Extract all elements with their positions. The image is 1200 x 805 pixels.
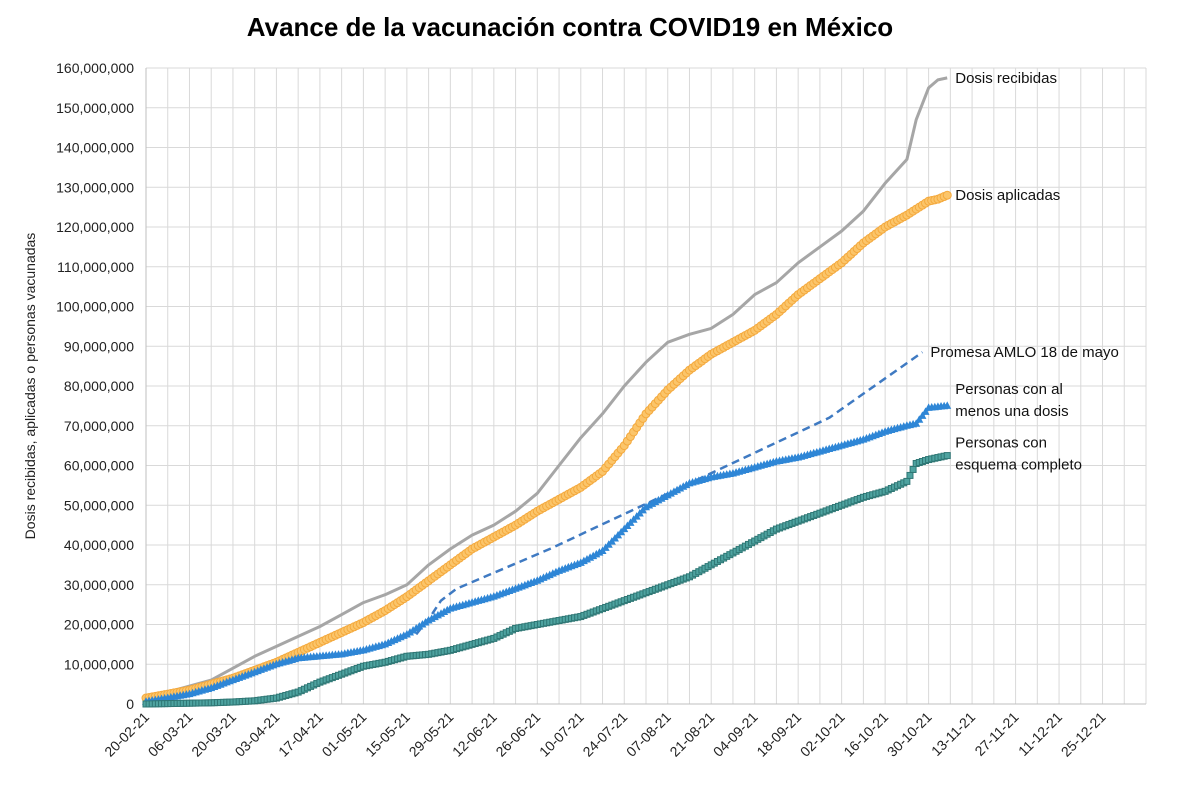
- x-tick-label: 10-07-21: [536, 709, 587, 760]
- series-line: [415, 351, 924, 636]
- series-label: menos una dosis: [955, 403, 1068, 420]
- series-label: Dosis recibidas: [955, 70, 1057, 87]
- x-tick-label: 03-04-21: [232, 709, 283, 760]
- series-label: Personas con: [955, 435, 1047, 452]
- x-tick-label: 02-10-21: [797, 709, 848, 760]
- x-tick-label: 04-09-21: [710, 709, 761, 760]
- y-tick-label: 90,000,000: [64, 338, 134, 354]
- x-tick-label: 25-12-21: [1058, 709, 1109, 760]
- data-point: [943, 452, 951, 460]
- data-point: [421, 618, 430, 626]
- series-label: Dosis aplicadas: [955, 187, 1060, 204]
- series-label: esquema completo: [955, 457, 1082, 474]
- y-tick-label: 40,000,000: [64, 537, 134, 553]
- y-tick-label: 60,000,000: [64, 458, 134, 474]
- x-tick-label: 06-03-21: [145, 709, 196, 760]
- chart-title: Avance de la vacunación contra COVID19 e…: [246, 12, 894, 42]
- series-line: [145, 76, 948, 700]
- x-tick-label: 24-07-21: [579, 709, 630, 760]
- data-point: [943, 401, 952, 409]
- data-point: [906, 471, 914, 479]
- x-tick-label: 11-12-21: [1015, 709, 1065, 759]
- y-tick-label: 160,000,000: [56, 60, 134, 76]
- x-tick-label: 30-10-21: [884, 709, 935, 760]
- x-tick-label: 18-09-21: [753, 709, 804, 760]
- x-tick-label: 16-10-21: [840, 709, 891, 760]
- y-axis-title: Dosis recibidas, aplicadas o personas va…: [22, 233, 38, 540]
- series-personas-con-al-menos-una-dosis: Personas con al menos una dosis: [142, 381, 1069, 705]
- data-point: [903, 477, 911, 485]
- y-tick-label: 100,000,000: [56, 299, 134, 315]
- x-tick-label: 20-03-21: [188, 709, 239, 760]
- y-tick-label: 0: [126, 696, 134, 712]
- y-tick-label: 10,000,000: [64, 656, 134, 672]
- y-tick-label: 70,000,000: [64, 418, 134, 434]
- y-tick-label: 80,000,000: [64, 378, 134, 394]
- x-tick-label: 27-11-21: [971, 709, 1021, 759]
- data-point: [418, 620, 427, 628]
- x-tick-label: 17-04-21: [275, 709, 326, 760]
- x-tick-label: 15-05-21: [362, 709, 413, 760]
- x-tick-label: 01-05-21: [319, 709, 370, 760]
- y-tick-label: 30,000,000: [64, 577, 134, 593]
- data-point: [942, 190, 952, 200]
- y-tick-label: 150,000,000: [56, 100, 134, 116]
- data-point: [412, 623, 421, 632]
- data-point: [912, 419, 921, 427]
- series-dosis-recibidas: Dosis recibidas: [145, 70, 1057, 700]
- data-point: [402, 629, 411, 638]
- x-tick-label: 26-06-21: [492, 709, 543, 760]
- data-point: [409, 625, 418, 634]
- data-point: [909, 465, 917, 473]
- series-label: Promesa AMLO 18 de mayo: [930, 344, 1118, 361]
- y-tick-label: 20,000,000: [64, 617, 134, 633]
- data-point: [405, 627, 414, 636]
- y-tick-label: 130,000,000: [56, 179, 134, 195]
- x-tick-label: 07-08-21: [623, 709, 674, 760]
- y-tick-label: 140,000,000: [56, 140, 134, 156]
- data-point: [415, 621, 424, 630]
- data-point: [915, 415, 924, 423]
- y-tick-label: 120,000,000: [56, 219, 134, 235]
- x-tick-label: 12-06-21: [449, 709, 500, 760]
- data-point: [921, 407, 930, 415]
- series-promesa-amlo-18-de-mayo: Promesa AMLO 18 de mayo: [415, 344, 1119, 636]
- x-tick-label: 21-08-21: [666, 709, 717, 760]
- x-tick-label: 13-11-21: [928, 709, 978, 759]
- y-tick-label: 50,000,000: [64, 497, 134, 513]
- x-tick-label: 20-02-21: [101, 709, 152, 760]
- series-label: Personas con al: [955, 381, 1063, 398]
- series-personas-con-esquema-completo: Personas con esquema completo: [142, 435, 1082, 708]
- data-point: [918, 411, 927, 419]
- x-tick-label: 29-05-21: [406, 709, 457, 760]
- y-tick-label: 110,000,000: [57, 259, 134, 275]
